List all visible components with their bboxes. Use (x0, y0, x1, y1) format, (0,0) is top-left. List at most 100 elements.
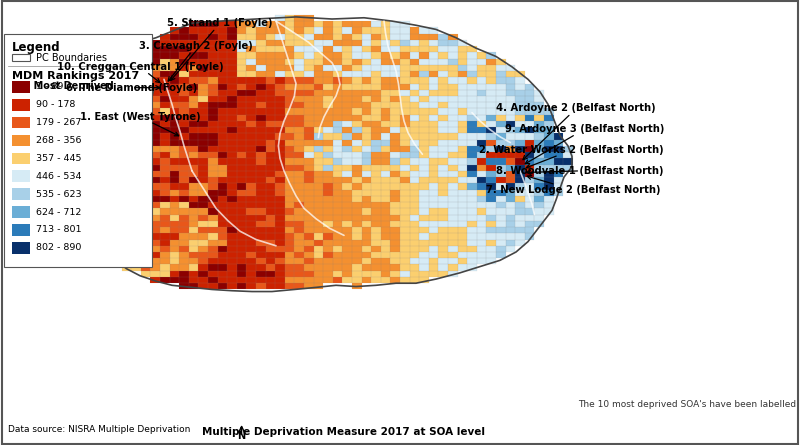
Bar (208, 146, 218, 152)
Bar (208, 102, 218, 109)
Bar (467, 239, 477, 246)
Bar (419, 134, 429, 140)
Bar (525, 177, 534, 183)
Bar (323, 109, 333, 115)
Bar (467, 258, 477, 264)
Bar (160, 196, 170, 202)
Bar (189, 146, 198, 152)
Bar (342, 152, 352, 158)
Bar (170, 90, 179, 96)
Bar (266, 158, 275, 165)
Bar (227, 134, 237, 140)
Bar (544, 165, 554, 171)
Bar (496, 171, 506, 177)
Bar (390, 65, 400, 71)
Bar (506, 171, 515, 177)
Bar (496, 90, 506, 96)
Bar (515, 165, 525, 171)
Bar (554, 134, 563, 140)
Bar (515, 90, 525, 96)
Bar (323, 183, 333, 190)
Bar (285, 140, 294, 146)
Bar (314, 53, 323, 59)
Bar (362, 77, 371, 84)
Bar (112, 239, 122, 246)
Bar (179, 90, 189, 96)
Bar (141, 115, 150, 121)
Bar (275, 196, 285, 202)
Bar (198, 252, 208, 258)
Bar (477, 208, 486, 214)
Bar (179, 140, 189, 146)
Bar (467, 146, 477, 152)
Bar (218, 127, 227, 134)
Bar (170, 227, 179, 233)
Bar (237, 277, 246, 283)
Bar (438, 202, 448, 208)
Bar (246, 277, 256, 283)
Bar (496, 158, 506, 165)
Bar (438, 264, 448, 271)
Bar (390, 208, 400, 214)
Bar (506, 90, 515, 96)
Bar (381, 183, 390, 190)
Bar (342, 59, 352, 65)
Bar (314, 127, 323, 134)
Bar (410, 96, 419, 102)
Text: Data source: NISRA Multiple Deprivation: Data source: NISRA Multiple Deprivation (8, 425, 190, 434)
Bar (486, 146, 496, 152)
Bar (246, 233, 256, 239)
Bar (410, 140, 419, 146)
Bar (314, 177, 323, 183)
Bar (227, 127, 237, 134)
Bar (506, 239, 515, 246)
Bar (160, 152, 170, 158)
Bar (131, 140, 141, 146)
Bar (352, 283, 362, 289)
Bar (150, 53, 160, 59)
Bar (342, 277, 352, 283)
Bar (285, 165, 294, 171)
Bar (304, 115, 314, 121)
Bar (525, 109, 534, 115)
Bar (410, 46, 419, 53)
Bar (275, 77, 285, 84)
Bar (362, 165, 371, 171)
Bar (131, 171, 141, 177)
Bar (419, 71, 429, 77)
Bar (266, 40, 275, 46)
Bar (342, 134, 352, 140)
Bar (381, 233, 390, 239)
Bar (400, 84, 410, 90)
Bar (323, 90, 333, 96)
Bar (400, 33, 410, 40)
Bar (198, 53, 208, 59)
Bar (256, 96, 266, 102)
Bar (179, 127, 189, 134)
Bar (246, 183, 256, 190)
Bar (323, 246, 333, 252)
Bar (218, 277, 227, 283)
Bar (304, 77, 314, 84)
Bar (198, 258, 208, 264)
Bar (362, 152, 371, 158)
Bar (333, 264, 342, 271)
Bar (12, 188, 30, 200)
Bar (122, 152, 131, 158)
Bar (189, 109, 198, 115)
Bar (246, 183, 256, 190)
Bar (381, 71, 390, 77)
Bar (218, 165, 227, 171)
Bar (189, 264, 198, 271)
Bar (448, 146, 458, 152)
Bar (256, 171, 266, 177)
Bar (362, 146, 371, 152)
Bar (198, 96, 208, 102)
Bar (160, 65, 170, 71)
Bar (323, 33, 333, 40)
Bar (102, 208, 112, 214)
Bar (419, 140, 429, 146)
Bar (352, 227, 362, 233)
Bar (294, 196, 304, 202)
Bar (141, 46, 150, 53)
